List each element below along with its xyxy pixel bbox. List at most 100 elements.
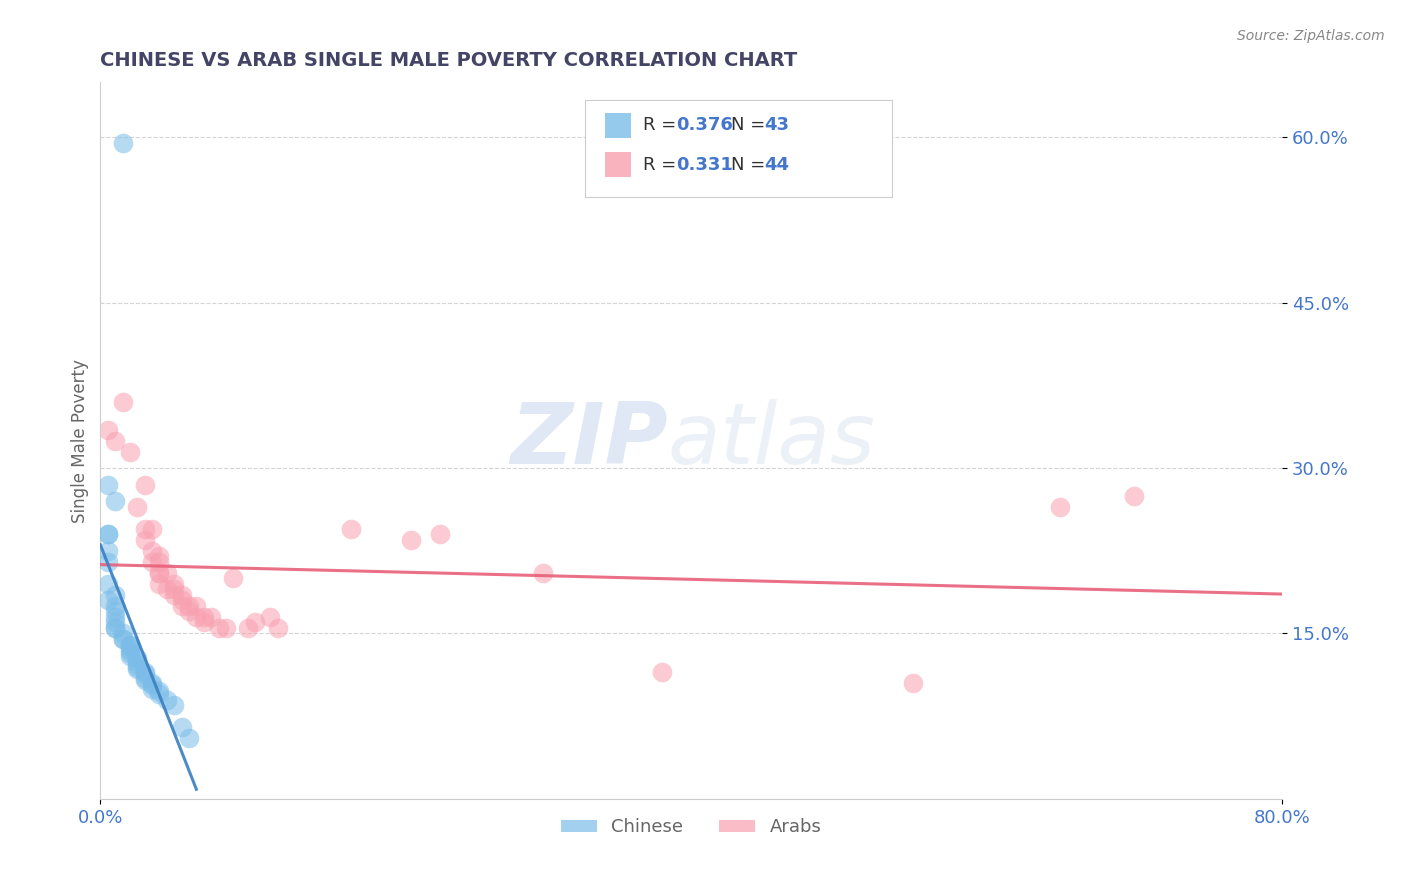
Point — [236, 621, 259, 635]
Point — [148, 687, 170, 701]
Point — [118, 444, 141, 458]
Point — [104, 434, 127, 448]
Point — [111, 626, 134, 640]
Text: 0.331: 0.331 — [676, 156, 733, 174]
Point — [266, 621, 288, 635]
Point — [127, 654, 149, 668]
Text: CHINESE VS ARAB SINGLE MALE POVERTY CORRELATION CHART: CHINESE VS ARAB SINGLE MALE POVERTY CORR… — [100, 51, 797, 70]
Point — [148, 555, 170, 569]
Point — [141, 555, 163, 569]
Point — [97, 577, 120, 591]
Point — [111, 632, 134, 646]
Point — [429, 527, 451, 541]
FancyBboxPatch shape — [585, 100, 891, 197]
Point — [127, 657, 149, 672]
Point — [104, 621, 127, 635]
Point — [193, 615, 215, 630]
Point — [104, 621, 127, 635]
Point — [104, 610, 127, 624]
Point — [141, 676, 163, 690]
Point — [399, 533, 422, 547]
Point — [170, 588, 193, 602]
Point — [104, 588, 127, 602]
Point — [97, 593, 120, 607]
Point — [118, 643, 141, 657]
Point — [177, 604, 200, 618]
Point — [97, 555, 120, 569]
Point — [127, 659, 149, 673]
Point — [156, 692, 179, 706]
Point — [104, 494, 127, 508]
Point — [127, 650, 149, 665]
Point — [127, 500, 149, 514]
Point — [97, 527, 120, 541]
Point — [222, 571, 245, 585]
Point — [141, 522, 163, 536]
Text: N =: N = — [731, 156, 772, 174]
Point — [134, 673, 156, 687]
Point — [118, 638, 141, 652]
Point — [148, 549, 170, 564]
Point — [134, 477, 156, 491]
Point — [340, 522, 363, 536]
Point — [118, 640, 141, 654]
Point — [200, 610, 222, 624]
Point — [104, 599, 127, 613]
Y-axis label: Single Male Poverty: Single Male Poverty — [72, 359, 89, 523]
Point — [207, 621, 229, 635]
Point — [118, 646, 141, 660]
Point — [163, 582, 186, 597]
Bar — [605, 112, 631, 138]
Point — [104, 615, 127, 630]
Point — [118, 638, 141, 652]
Point — [111, 395, 134, 409]
Point — [170, 593, 193, 607]
Point — [134, 671, 156, 685]
Point — [134, 665, 156, 679]
Point — [901, 676, 924, 690]
Text: N =: N = — [731, 116, 772, 135]
Text: R =: R = — [643, 116, 682, 135]
Point — [141, 681, 163, 696]
Point — [177, 599, 200, 613]
Text: ZIP: ZIP — [510, 399, 668, 482]
Point — [111, 632, 134, 646]
Point — [141, 544, 163, 558]
Point — [97, 423, 120, 437]
Point — [111, 136, 134, 150]
Bar — [605, 153, 631, 178]
Point — [148, 566, 170, 580]
Point — [170, 599, 193, 613]
Point — [186, 610, 208, 624]
Point — [104, 604, 127, 618]
Text: 0.376: 0.376 — [676, 116, 733, 135]
Text: Source: ZipAtlas.com: Source: ZipAtlas.com — [1237, 29, 1385, 43]
Point — [533, 566, 555, 580]
Text: 43: 43 — [765, 116, 789, 135]
Legend: Chinese, Arabs: Chinese, Arabs — [554, 811, 830, 844]
Text: R =: R = — [643, 156, 682, 174]
Point — [177, 731, 200, 746]
Point — [170, 720, 193, 734]
Point — [1049, 500, 1071, 514]
Point — [186, 599, 208, 613]
Point — [148, 683, 170, 698]
Point — [163, 577, 186, 591]
Text: 44: 44 — [765, 156, 789, 174]
Point — [97, 544, 120, 558]
Point — [97, 527, 120, 541]
Point — [148, 566, 170, 580]
Point — [148, 577, 170, 591]
Point — [134, 533, 156, 547]
Point — [651, 665, 673, 679]
Point — [163, 588, 186, 602]
Point — [163, 698, 186, 713]
Point — [215, 621, 238, 635]
Point — [1123, 489, 1146, 503]
Point — [259, 610, 281, 624]
Point — [156, 566, 179, 580]
Point — [193, 610, 215, 624]
Point — [156, 582, 179, 597]
Point — [141, 678, 163, 692]
Point — [134, 522, 156, 536]
